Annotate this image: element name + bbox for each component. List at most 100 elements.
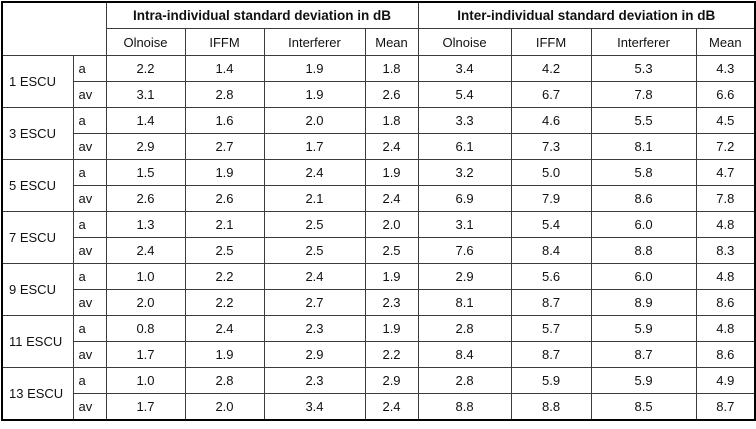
value-cell: 4.6 (510, 107, 592, 134)
value-cell: 3.4 (417, 55, 512, 82)
table-row: av 2.0 2.2 2.7 2.3 8.1 8.7 8.9 8.6 (2, 289, 756, 316)
value-cell: 1.8 (364, 107, 419, 134)
value-cell: 2.2 (364, 341, 419, 368)
table-row: av 1.7 1.9 2.9 2.2 8.4 8.7 8.7 8.6 (2, 341, 756, 368)
condition-label: av (72, 341, 107, 368)
value-cell: 1.9 (263, 81, 366, 108)
value-cell: 7.3 (510, 133, 592, 160)
value-cell: 5.4 (417, 81, 512, 108)
value-cell: 1.9 (364, 263, 419, 290)
value-cell: 2.5 (263, 237, 366, 264)
value-cell: 8.6 (695, 341, 756, 368)
condition-label: av (72, 289, 107, 316)
table-header: Intra-individual standard deviation in d… (2, 1, 756, 56)
value-cell: 2.8 (417, 367, 512, 394)
column-header-interferer-intra: Interferer (263, 28, 366, 56)
value-cell: 2.0 (364, 211, 419, 238)
value-cell: 1.0 (105, 263, 186, 290)
group-header-intra: Intra-individual standard deviation in d… (105, 1, 419, 29)
value-cell: 3.1 (417, 211, 512, 238)
value-cell: 5.9 (590, 367, 697, 394)
value-cell: 2.1 (263, 185, 366, 212)
value-cell: 8.6 (695, 289, 756, 316)
condition-label: av (72, 185, 107, 212)
value-cell: 8.4 (510, 237, 592, 264)
value-cell: 1.6 (184, 107, 265, 134)
condition-label: av (72, 133, 107, 160)
value-cell: 2.7 (184, 133, 265, 160)
table-row: 7 ESCU a 1.3 2.1 2.5 2.0 3.1 5.4 6.0 4.8 (1, 211, 756, 264)
value-cell: 2.4 (263, 263, 366, 290)
value-cell: 2.4 (263, 159, 366, 186)
table-row: av 3.1 2.8 1.9 2.6 5.4 6.7 7.8 6.6 (2, 81, 756, 108)
condition-label: a (72, 55, 107, 82)
column-header-olnoise-inter: Olnoise (417, 28, 512, 56)
table-row: 3 ESCU a 1.4 1.6 2.0 1.8 3.3 4.6 5.5 4.5 (1, 107, 756, 160)
value-cell: 8.1 (417, 289, 512, 316)
value-cell: 1.9 (364, 159, 419, 186)
value-cell: 7.2 (695, 133, 756, 160)
value-cell: 2.2 (184, 289, 265, 316)
condition-label: av (72, 81, 107, 108)
value-cell: 2.6 (364, 81, 419, 108)
value-cell: 2.4 (184, 315, 265, 342)
value-cell: 8.6 (590, 185, 697, 212)
condition-label: a (72, 159, 107, 186)
table-row: av 2.6 2.6 2.1 2.4 6.9 7.9 8.6 7.8 (2, 185, 756, 212)
row-label: 13 ESCU (1, 367, 74, 421)
value-cell: 5.0 (510, 159, 592, 186)
value-cell: 2.6 (184, 185, 265, 212)
value-cell: 2.1 (184, 211, 265, 238)
condition-label: a (72, 315, 107, 342)
value-cell: 2.2 (184, 263, 265, 290)
value-cell: 2.9 (263, 341, 366, 368)
value-cell: 2.3 (263, 367, 366, 394)
value-cell: 8.7 (695, 393, 756, 421)
value-cell: 2.4 (364, 185, 419, 212)
value-cell: 2.0 (184, 393, 265, 421)
table-row: 5 ESCU a 1.5 1.9 2.4 1.9 3.2 5.0 5.8 4.7 (1, 159, 756, 212)
value-cell: 3.2 (417, 159, 512, 186)
value-cell: 8.3 (695, 237, 756, 264)
value-cell: 1.9 (263, 55, 366, 82)
column-header-iffm-inter: IFFM (510, 28, 592, 56)
value-cell: 4.5 (695, 107, 756, 134)
value-cell: 1.9 (184, 341, 265, 368)
value-cell: 1.4 (105, 107, 186, 134)
value-cell: 2.4 (364, 133, 419, 160)
value-cell: 8.5 (590, 393, 697, 421)
value-cell: 5.6 (510, 263, 592, 290)
row-label: 1 ESCU (1, 55, 74, 108)
table-row: 1 ESCU a 2.2 1.4 1.9 1.8 3.4 4.2 5.3 4.3 (1, 55, 756, 108)
value-cell: 1.7 (105, 341, 186, 368)
value-cell: 4.9 (695, 367, 756, 394)
value-cell: 3.1 (105, 81, 186, 108)
value-cell: 1.7 (263, 133, 366, 160)
value-cell: 2.3 (364, 289, 419, 316)
value-cell: 5.9 (510, 367, 592, 394)
value-cell: 1.8 (364, 55, 419, 82)
value-cell: 8.8 (417, 393, 512, 421)
value-cell: 5.8 (590, 159, 697, 186)
value-cell: 8.8 (590, 237, 697, 264)
value-cell: 2.9 (105, 133, 186, 160)
value-cell: 8.7 (510, 289, 592, 316)
value-cell: 8.1 (590, 133, 697, 160)
value-cell: 7.9 (510, 185, 592, 212)
value-cell: 2.6 (105, 185, 186, 212)
value-cell: 8.7 (590, 341, 697, 368)
value-cell: 8.9 (590, 289, 697, 316)
value-cell: 2.9 (417, 263, 512, 290)
value-cell: 2.8 (184, 367, 265, 394)
row-label: 7 ESCU (1, 211, 74, 264)
value-cell: 0.8 (105, 315, 186, 342)
value-cell: 5.3 (590, 55, 697, 82)
standard-deviation-table: Intra-individual standard deviation in d… (1, 1, 756, 421)
value-cell: 2.4 (364, 393, 419, 421)
condition-label: a (72, 107, 107, 134)
row-label: 3 ESCU (1, 107, 74, 160)
value-cell: 8.8 (510, 393, 592, 421)
value-cell: 6.6 (695, 81, 756, 108)
value-cell: 2.9 (364, 367, 419, 394)
value-cell: 5.5 (590, 107, 697, 134)
